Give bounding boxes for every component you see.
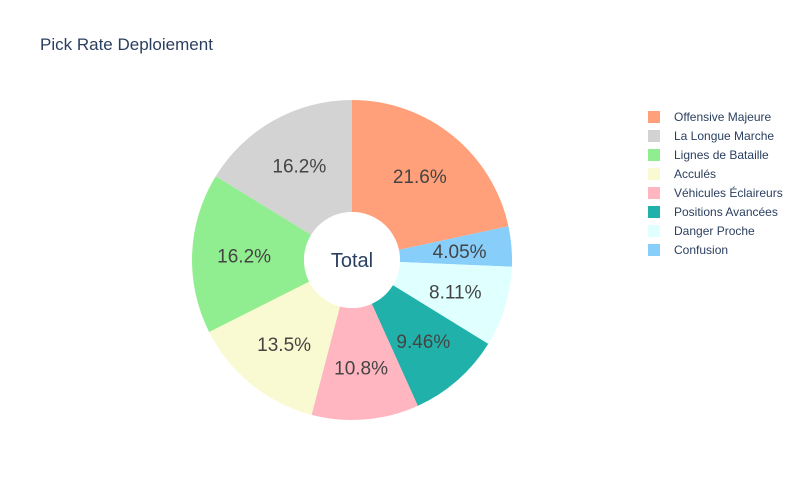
legend-label: Offensive Majeure bbox=[674, 109, 772, 124]
slice-label-lignes-de-bataille: 16.2% bbox=[217, 246, 271, 267]
legend-swatch bbox=[648, 205, 660, 218]
legend-item-accules[interactable]: Acculés bbox=[648, 164, 783, 183]
legend-label: Danger Proche bbox=[674, 223, 755, 238]
pie-slice-positions-avancees[interactable] bbox=[371, 285, 489, 406]
slice-label-vehicules-eclaireurs: 10.8% bbox=[334, 359, 388, 380]
pie-slice-la-longue-marche[interactable] bbox=[215, 100, 352, 235]
legend-swatch bbox=[648, 224, 660, 237]
slice-label-la-longue-marche: 16.2% bbox=[272, 157, 326, 178]
legend-swatch bbox=[648, 148, 660, 161]
legend-swatch bbox=[648, 110, 660, 123]
legend-item-vehicules-eclaireurs[interactable]: Véhicules Éclaireurs bbox=[648, 183, 783, 202]
slice-label-offensive-majeure: 21.6% bbox=[393, 167, 447, 188]
pie-slice-offensive-majeure[interactable] bbox=[352, 100, 509, 250]
legend-item-confusion[interactable]: Confusion bbox=[648, 240, 783, 259]
slice-label-danger-proche: 8.11% bbox=[429, 283, 482, 304]
legend-item-la-longue-marche[interactable]: La Longue Marche bbox=[648, 126, 783, 145]
legend-item-lignes-de-bataille[interactable]: Lignes de Bataille bbox=[648, 145, 783, 164]
legend: Offensive Majeure La Longue Marche Lignes … bbox=[648, 107, 783, 259]
pie-slice-confusion[interactable] bbox=[398, 226, 512, 267]
pie-slice-vehicules-eclaireurs[interactable] bbox=[311, 303, 418, 420]
legend-item-positions-avancees[interactable]: Positions Avancées bbox=[648, 202, 783, 221]
legend-label: Confusion bbox=[674, 242, 729, 257]
donut-center-label: Total bbox=[331, 250, 373, 272]
slices-group bbox=[192, 100, 512, 420]
legend-label: Acculés bbox=[674, 166, 717, 181]
slice-label-positions-avancees: 9.46% bbox=[396, 332, 450, 353]
legend-swatch bbox=[648, 186, 660, 199]
donut-hole bbox=[304, 212, 400, 308]
pie-slice-danger-proche[interactable] bbox=[392, 262, 512, 344]
slice-label-accules: 13.5% bbox=[257, 335, 311, 356]
legend-swatch bbox=[648, 243, 660, 256]
legend-item-offensive-majeure[interactable]: Offensive Majeure bbox=[648, 107, 783, 126]
legend-label: La Longue Marche bbox=[674, 128, 775, 143]
legend-swatch bbox=[648, 129, 660, 142]
legend-label: Positions Avancées bbox=[674, 204, 778, 219]
legend-item-danger-proche[interactable]: Danger Proche bbox=[648, 221, 783, 240]
chart-title: Pick Rate Deploiement bbox=[40, 35, 213, 54]
legend-swatch bbox=[648, 167, 660, 180]
pie-slice-lignes-de-bataille[interactable] bbox=[192, 176, 312, 332]
slice-label-confusion: 4.05% bbox=[433, 242, 487, 263]
legend-label: Véhicules Éclaireurs bbox=[674, 185, 783, 200]
slice-labels-group: 21.6% 4.05% 8.11% 9.46% 10.8% 13.5% 16.2% 16.2% bbox=[217, 157, 486, 380]
legend-label: Lignes de Bataille bbox=[674, 147, 769, 162]
pie-slice-accules[interactable] bbox=[209, 281, 340, 415]
